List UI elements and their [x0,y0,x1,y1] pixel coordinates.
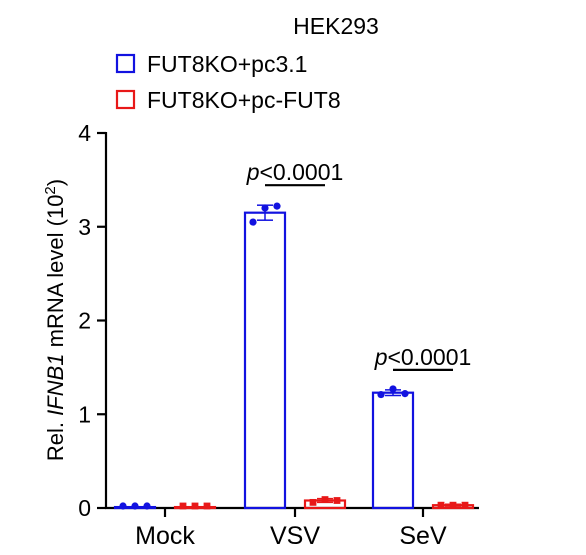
data-point [437,501,445,509]
legend-label-series-1: FUT8KO+pc3.1 [147,51,307,77]
p-value-label: p<0.0001 [374,344,472,370]
legend: FUT8KO+pc3.1 FUT8KO+pc-FUT8 [115,51,341,113]
legend-swatch-series-2 [115,89,136,110]
y-tick-label: 0 [78,495,91,521]
data-point [309,498,317,506]
y-tick-label: 4 [78,120,91,146]
bar [371,391,415,510]
p-value-label: p<0.0001 [246,159,344,185]
y-tick-label: 3 [78,214,91,240]
data-point [261,204,269,212]
data-point [377,390,385,399]
data-point [401,390,409,398]
data-point [119,502,127,510]
data-point [191,502,199,510]
data-point [249,218,257,226]
data-point [321,496,329,503]
x-tick-label: Mock [135,522,195,550]
y-axis-label: Rel. IFNB1 mRNA level (102) [42,179,68,461]
bars [113,202,475,510]
data-point [461,501,469,509]
data-point [203,502,211,510]
data-point [179,502,187,510]
data-point [333,497,341,504]
axes [104,132,479,510]
data-point [143,502,151,510]
data-point [131,502,139,510]
annotations: p<0.0001 p<0.0001 [246,159,472,371]
legend-swatch-series-1 [115,53,136,74]
y-ticks: 0 1 2 3 4 [78,120,106,521]
data-point [389,385,397,393]
x-tick-label: SeV [399,522,447,550]
legend-label-series-2: FUT8KO+pc-FUT8 [147,87,341,113]
y-tick-label: 1 [78,401,91,427]
data-point [449,501,457,509]
y-tick-label: 2 [78,308,91,334]
chart-title: HEK293 [293,13,379,39]
x-tick-label: VSV [270,522,320,550]
bar [243,211,287,510]
data-point [273,202,281,210]
x-ticks: Mock VSV SeV [135,508,447,550]
